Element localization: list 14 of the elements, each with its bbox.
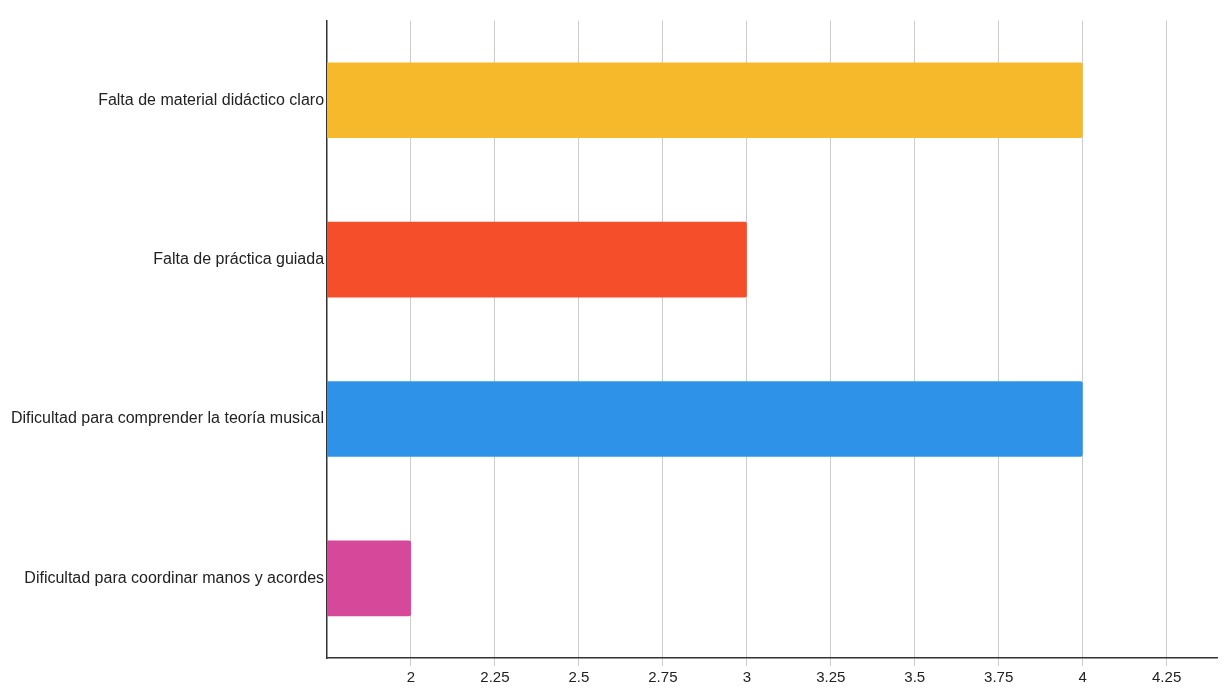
x-tick-label: 2.5	[568, 668, 590, 686]
y-tick-label: Falta de práctica guiada	[153, 250, 325, 268]
y-tick-label: Dificultad para coordinar manos y acordes	[24, 568, 325, 586]
x-tick-label: 2	[406, 668, 416, 686]
x-tick-label: 3	[742, 668, 751, 686]
x-tick-label: 2.75	[648, 668, 678, 686]
x-tick-label: 3.25	[816, 668, 846, 686]
x-tick-label: 4.25	[1152, 668, 1182, 686]
y-tick-label: Falta de material didáctico claro	[98, 90, 325, 108]
x-tick-label: 3.5	[904, 668, 926, 686]
x-tick-label: 4	[1078, 668, 1087, 686]
x-tick-label: 3.75	[984, 668, 1014, 686]
x-tick-label: 2.25	[480, 668, 510, 686]
y-tick-label: Dificultad para comprender la teoría musical	[11, 409, 325, 427]
